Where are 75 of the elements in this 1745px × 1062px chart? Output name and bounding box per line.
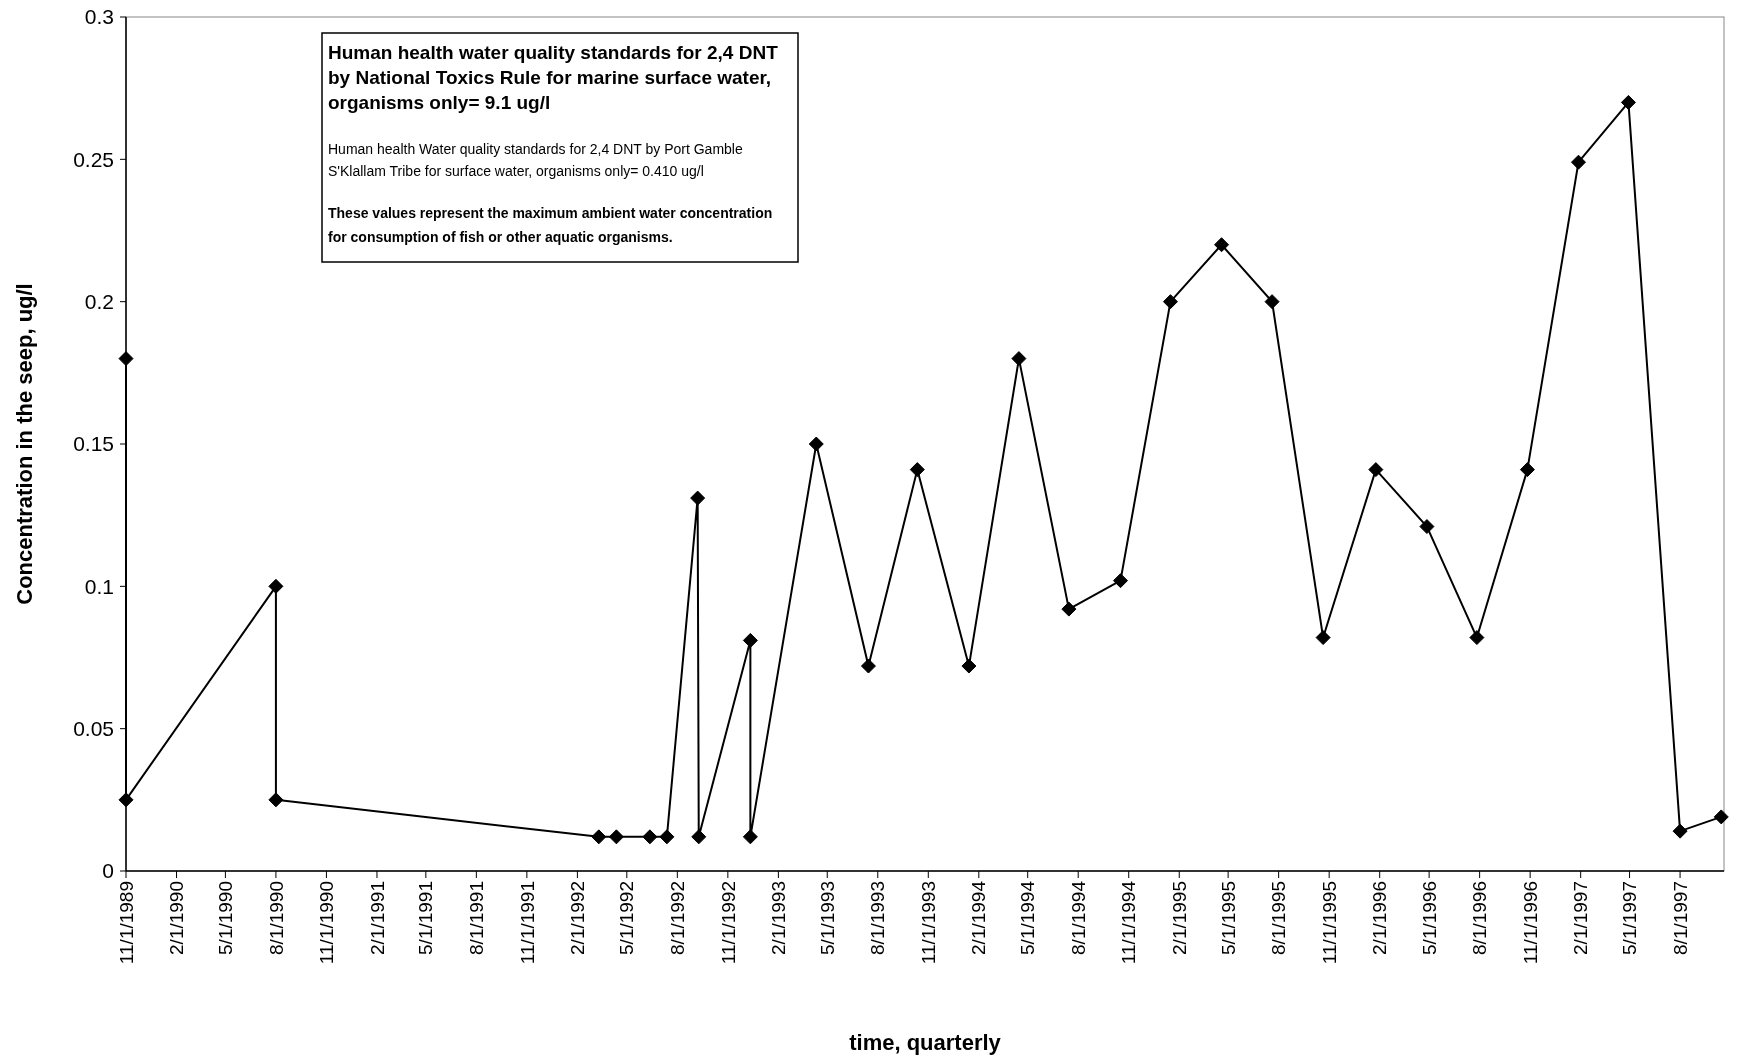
point xyxy=(1672,823,1688,839)
point xyxy=(691,829,707,845)
annotation: Human health Water quality standards for 2,4 DNT by Port Gamble S'Klallam Tribe for surface water, organisms only= 0.410 ug/l xyxy=(328,141,743,179)
x-tick-label: 11/1/1989 xyxy=(115,881,137,965)
y-tick-label: 0.25 xyxy=(73,147,114,171)
point xyxy=(909,462,925,478)
x-tick-label: 11/1/1994 xyxy=(1118,880,1140,965)
x-tick-label: 2/1/1994 xyxy=(968,880,990,955)
x-tick-label: 11/1/1995 xyxy=(1318,881,1340,965)
point xyxy=(1011,351,1027,367)
point xyxy=(1570,154,1586,170)
x-tick-label: 11/1/1992 xyxy=(717,881,739,965)
x-tick-label: 5/1/1995 xyxy=(1217,881,1239,955)
x-tick-label: 2/1/1990 xyxy=(166,881,188,955)
point xyxy=(591,829,607,845)
point xyxy=(1519,462,1535,478)
x-tick-label: 11/1/1991 xyxy=(516,881,538,965)
point xyxy=(808,436,824,452)
x-tick-label: 5/1/1993 xyxy=(816,881,838,955)
y-tick-label: 0.3 xyxy=(84,5,114,29)
point xyxy=(642,829,658,845)
point xyxy=(268,578,284,594)
x-tick-label: 5/1/1994 xyxy=(1017,880,1039,955)
point xyxy=(1214,237,1230,253)
y-tick-label: 0.1 xyxy=(84,574,114,598)
y-axis-title: Concentration in the seep, ug/l xyxy=(12,283,37,605)
x-tick-label: 2/1/1995 xyxy=(1168,881,1190,955)
point xyxy=(1061,601,1077,617)
x-tick-label: 2/1/1996 xyxy=(1369,881,1391,955)
x-tick-label: 11/1/1996 xyxy=(1519,881,1541,965)
point xyxy=(268,792,284,808)
x-tick-label: 5/1/1997 xyxy=(1619,881,1641,955)
point xyxy=(1469,630,1485,646)
x-tick-label: 2/1/1991 xyxy=(366,881,388,955)
y-tick-label: 0 xyxy=(102,859,114,883)
point xyxy=(1620,94,1636,110)
point xyxy=(659,829,675,845)
point xyxy=(742,829,758,845)
point xyxy=(690,490,706,506)
point xyxy=(1112,573,1128,589)
y-tick-label: 0.15 xyxy=(73,432,114,456)
x-tick-label: 8/1/1993 xyxy=(867,881,889,955)
y-tick-label: 0.2 xyxy=(84,290,114,314)
point xyxy=(608,829,624,845)
annotation: Human health water quality standards for 2,4 DNT by National Toxics Rule for marine surface water, organisms only= 9.1 ug/l xyxy=(328,42,779,113)
point xyxy=(961,658,977,674)
y-tick-label: 0.05 xyxy=(73,717,114,741)
x-tick-label: 11/1/1993 xyxy=(917,881,939,965)
x-tick-label: 8/1/1990 xyxy=(265,881,287,955)
annotation: These values represent the maximum ambient water concentration for consumption of fish or other aquatic organisms. xyxy=(328,205,773,245)
x-tick-label: 8/1/1991 xyxy=(466,881,487,955)
x-tick-label: 2/1/1993 xyxy=(768,881,790,955)
point xyxy=(1713,809,1729,825)
x-tick-label: 2/1/1992 xyxy=(567,881,589,955)
point xyxy=(1368,462,1384,478)
x-tick-label: 8/1/1992 xyxy=(666,881,688,955)
x-tick-label: 8/1/1994 xyxy=(1067,880,1089,955)
point xyxy=(1264,294,1280,310)
x-tick-label: 5/1/1992 xyxy=(616,881,638,955)
x-axis-title: time, quarterly xyxy=(849,1030,1002,1055)
point xyxy=(1419,519,1435,535)
x-tick-label: 5/1/1991 xyxy=(415,881,437,955)
x-tick-label: 8/1/1995 xyxy=(1268,881,1290,955)
point xyxy=(742,632,758,648)
x-tick-label: 11/1/1990 xyxy=(316,881,338,965)
point xyxy=(860,658,876,674)
point xyxy=(118,792,134,808)
x-tick-label: 8/1/1996 xyxy=(1469,881,1491,955)
x-tick-label: 5/1/1996 xyxy=(1418,881,1440,955)
x-tick-label: 2/1/1997 xyxy=(1570,881,1592,955)
x-tick-label: 5/1/1990 xyxy=(215,881,237,955)
point xyxy=(1315,630,1331,646)
x-tick-label: 8/1/1997 xyxy=(1669,881,1691,955)
point xyxy=(1162,294,1178,310)
point xyxy=(118,351,134,367)
